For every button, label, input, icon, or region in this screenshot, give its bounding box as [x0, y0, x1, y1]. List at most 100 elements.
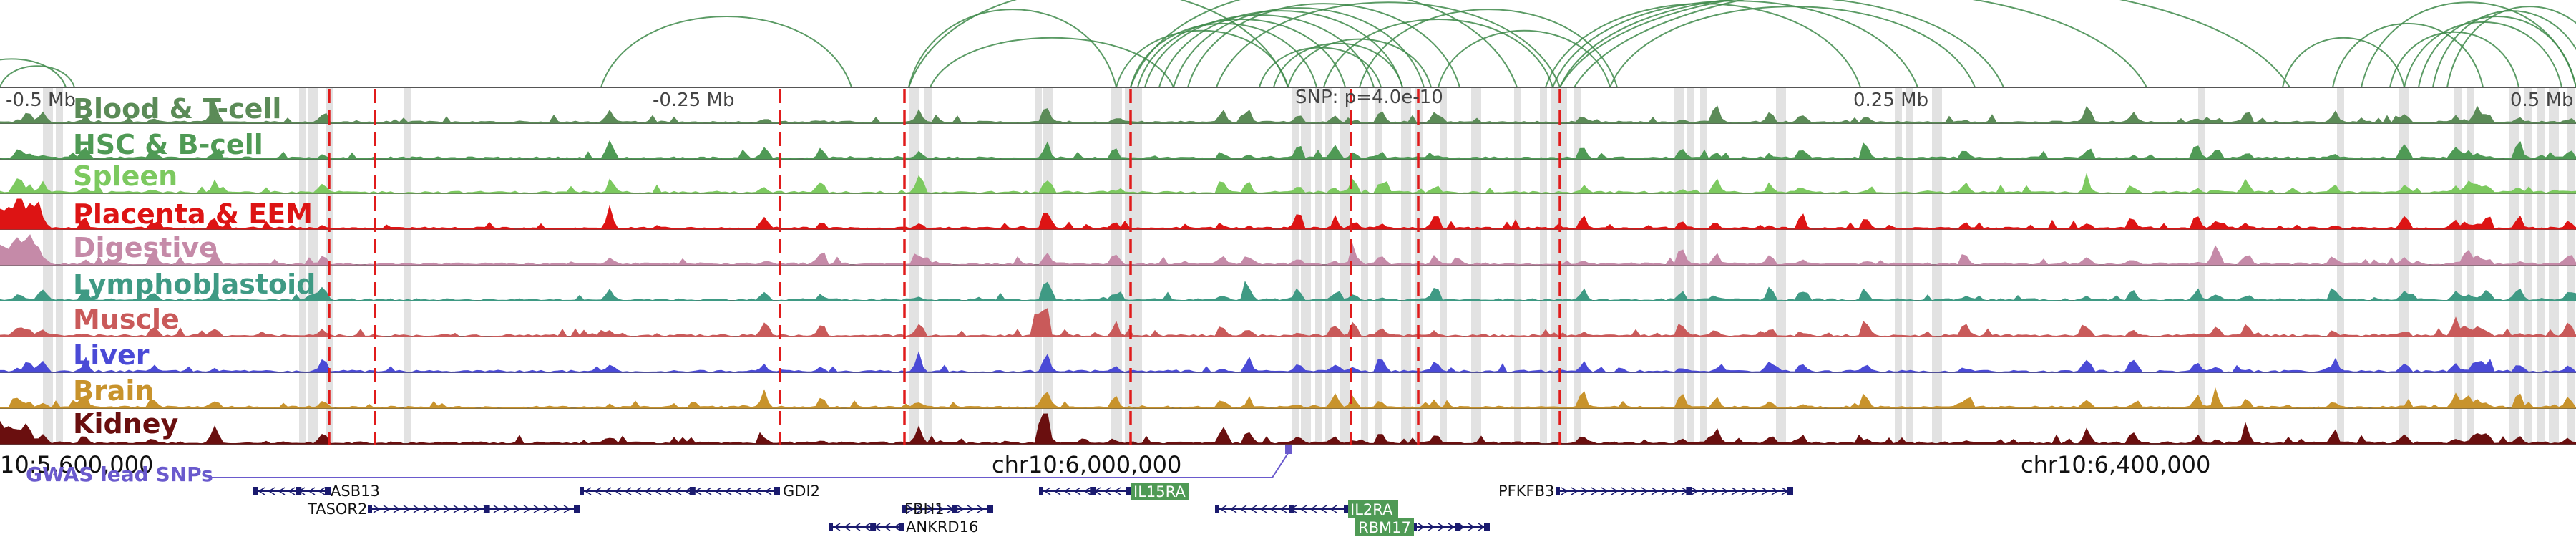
track-label-spleen: Spleen [73, 160, 177, 192]
coordinate-label-right: chr10:6,400,000 [2021, 451, 2210, 478]
signal-track [0, 234, 2576, 266]
gene-model[interactable] [368, 505, 580, 513]
signal-track [0, 102, 2576, 124]
highlight-band [1111, 87, 1118, 445]
interaction-arc [0, 58, 67, 88]
signal-track [0, 281, 2576, 301]
gene-model[interactable] [1556, 487, 1793, 495]
gene-highlight-il15ra [1131, 483, 1189, 500]
signal-track [0, 351, 2576, 373]
interaction-arc [1287, 38, 1432, 88]
interaction-arc [1130, 0, 1518, 88]
gwas-link-line [208, 453, 1289, 478]
gwas-snp-marker[interactable] [1285, 445, 1292, 454]
gene-label-il15ra[interactable]: IL15RA [1133, 483, 1186, 500]
gene-label-gdi2[interactable]: GDI2 [783, 483, 820, 500]
scale-label-left-end: -0.5 Mb [6, 90, 76, 111]
signal-track [0, 308, 2576, 337]
highlight-band [43, 87, 53, 445]
scale-label-right-mid: 0.25 Mb [1853, 90, 1928, 111]
gene-model[interactable] [580, 487, 780, 495]
interaction-arc [1559, 0, 2147, 88]
highlight-band [2467, 87, 2474, 445]
gene-model[interactable] [1215, 505, 1350, 513]
interaction-arc [2432, 10, 2576, 88]
highlight-band [1292, 87, 1299, 445]
highlight-band [1540, 87, 1547, 445]
highlight-band [1325, 87, 1332, 445]
gene-label-fbh1[interactable]: FBH1 [904, 500, 945, 518]
highlight-band [1301, 87, 1311, 445]
gene-label-il2ra[interactable]: IL2RA [1350, 501, 1393, 518]
track-label-liver: Liver [73, 339, 150, 371]
highlight-band [1340, 87, 1350, 445]
gene-label-asb13[interactable]: ASB13 [331, 483, 380, 500]
gene-model[interactable] [1413, 523, 1490, 531]
highlight-band [1315, 87, 1322, 445]
interaction-arc [1545, 3, 1861, 88]
gene-label-tasor2[interactable]: TASOR2 [307, 500, 367, 518]
interaction-arc [600, 16, 852, 88]
highlight-band [1135, 87, 1142, 445]
interaction-arc [2446, 6, 2576, 88]
highlight-band [1906, 87, 1913, 445]
highlight-band [1115, 87, 1122, 445]
signal-track [0, 198, 2576, 230]
interaction-arc [1137, 18, 1346, 88]
highlight-bands [43, 87, 2575, 445]
signal-track [0, 140, 2576, 160]
gene-model[interactable] [902, 505, 993, 513]
interaction-arc [2361, 1, 2576, 88]
highlight-band [308, 87, 318, 445]
interaction-arcs [0, 0, 2576, 88]
highlight-band [1574, 87, 1581, 445]
interaction-arc [2282, 37, 2405, 88]
highlight-band [924, 87, 932, 445]
interaction-arc [908, 0, 1289, 88]
scale-label-left-mid: -0.25 Mb [653, 90, 734, 111]
interaction-arc [1173, 7, 1425, 88]
highlight-band [1043, 87, 1053, 445]
highlight-band [1776, 87, 1786, 445]
gwas-track[interactable]: GWAS lead SNPs [26, 445, 1292, 486]
highlight-band [1035, 87, 1042, 445]
gene-model[interactable] [829, 523, 904, 531]
interaction-arc [2332, 23, 2484, 88]
scale-label-snp: SNP: p=4.0e-10 [1295, 87, 1443, 108]
interaction-arc [1574, 0, 2290, 88]
interaction-arc [2389, 31, 2519, 88]
track-label-blood-t-cell: Blood & T-cell [73, 93, 281, 125]
gene-label-rbm17[interactable]: RBM17 [1358, 519, 1411, 536]
gene-highlight-il2ra [1348, 500, 1398, 518]
gene-label-pfkfb3[interactable]: PFKFB3 [1498, 483, 1554, 500]
highlight-band [1401, 87, 1411, 445]
gene-model[interactable] [1039, 487, 1132, 495]
interaction-arc [1158, 10, 1403, 88]
scale-label-right-end: 0.5 Mb [2510, 90, 2574, 111]
highlight-band [2399, 87, 2409, 445]
signal-track [0, 413, 2576, 445]
interaction-arc [1559, 0, 2004, 88]
interaction-arc [2404, 21, 2562, 88]
signal-tracks [0, 87, 2576, 445]
track-label-muscle: Muscle [73, 304, 180, 335]
highlight-band [1932, 87, 1942, 445]
highlight-band [1560, 87, 1567, 445]
interaction-arc [1609, 6, 1976, 88]
highlight-band [2454, 87, 2462, 445]
gene-annotation-track [253, 487, 1793, 531]
gene-model[interactable] [253, 487, 331, 495]
gene-label-ankrd16[interactable]: ANKRD16 [906, 518, 978, 536]
interaction-arc [1187, 3, 1460, 88]
highlight-band [909, 87, 919, 445]
gene-highlight-rbm17 [1355, 518, 1414, 536]
highlight-band [1514, 87, 1521, 445]
highlight-band [404, 87, 411, 445]
track-label-kidney: Kidney [73, 408, 178, 440]
track-label-digestive: Digestive [73, 232, 218, 263]
interaction-arc [1323, 19, 1553, 88]
highlight-band [56, 87, 63, 445]
track-label-lymphoblastoid: Lymphoblastoid [73, 268, 316, 300]
signal-track [0, 387, 2576, 409]
